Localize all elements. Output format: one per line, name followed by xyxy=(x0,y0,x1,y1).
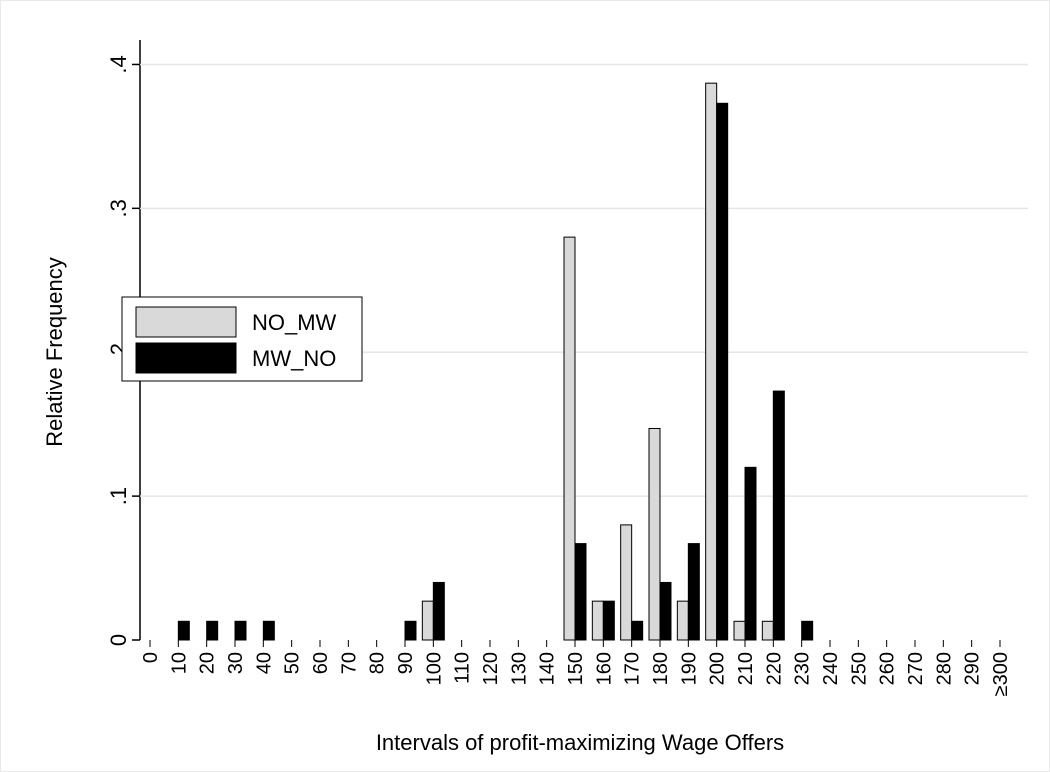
x-tick-label: 180 xyxy=(650,652,672,685)
x-tick-label: 140 xyxy=(537,652,559,685)
bar xyxy=(206,620,219,641)
y-tick-label: 0 xyxy=(106,634,131,646)
bar xyxy=(563,236,576,641)
x-tick-label: 100 xyxy=(423,652,445,685)
x-tick-label: 70 xyxy=(338,652,360,674)
bar xyxy=(744,466,757,641)
x-tick-label: 200 xyxy=(707,652,729,685)
bar xyxy=(421,600,434,641)
x-tick-label: 30 xyxy=(225,652,247,674)
bar xyxy=(432,581,445,641)
x-tick-label: 110 xyxy=(452,652,474,684)
bar xyxy=(648,427,661,641)
bar xyxy=(620,524,633,641)
x-tick-label: 50 xyxy=(282,652,304,674)
bar xyxy=(801,620,814,641)
bar xyxy=(591,600,604,641)
bar xyxy=(177,620,190,641)
x-tick-label: 210 xyxy=(735,652,757,685)
legend-key xyxy=(135,342,237,374)
x-tick-label: 270 xyxy=(905,652,927,685)
y-axis-title: Relative Frequency xyxy=(42,257,67,447)
x-tick-label: 120 xyxy=(480,652,502,685)
bar xyxy=(234,620,247,641)
bar xyxy=(659,581,672,641)
bar xyxy=(716,102,729,641)
bar xyxy=(733,620,746,641)
x-tick-label: 80 xyxy=(367,652,389,674)
x-tick-label: 0 xyxy=(140,652,162,663)
legend-label: NO_MW xyxy=(252,310,337,335)
x-tick-label: ≥300 xyxy=(990,652,1012,696)
legend-key xyxy=(135,306,237,338)
x-tick-label: 40 xyxy=(253,652,275,674)
x-tick-label: 130 xyxy=(508,652,530,685)
y-tick-label: .3 xyxy=(106,199,131,217)
bar xyxy=(404,620,417,641)
x-tick-label: 260 xyxy=(877,652,899,685)
y-tick-label: .4 xyxy=(106,55,131,73)
x-tick-label: 220 xyxy=(763,652,785,685)
x-tick-label: 60 xyxy=(310,652,332,674)
x-tick-label: 190 xyxy=(678,652,700,685)
x-axis-title: Intervals of profit-maximizing Wage Offe… xyxy=(376,730,784,755)
bar xyxy=(687,543,700,641)
x-tick-label: 240 xyxy=(820,652,842,685)
bar xyxy=(772,390,785,641)
bar xyxy=(761,620,774,641)
y-tick-label: .1 xyxy=(106,487,131,505)
x-tick-label: 170 xyxy=(622,652,644,685)
x-tick-label: 250 xyxy=(848,652,870,685)
x-tick-label: 230 xyxy=(792,652,814,685)
x-tick-label: 290 xyxy=(962,652,984,685)
legend: NO_MW MW_NO xyxy=(121,296,363,382)
bar xyxy=(574,543,587,641)
bar xyxy=(262,620,275,641)
bar xyxy=(631,620,644,641)
bar xyxy=(676,600,689,641)
x-tick-label: 280 xyxy=(933,652,955,685)
x-tick-label: 10 xyxy=(168,652,190,674)
x-tick-label: 20 xyxy=(197,652,219,674)
bar xyxy=(705,82,718,641)
x-tick-label: 160 xyxy=(593,652,615,685)
x-tick-label: 150 xyxy=(565,652,587,685)
bar xyxy=(602,600,615,641)
legend-label: MW_NO xyxy=(252,346,336,371)
x-tick-label: 90 xyxy=(395,652,417,674)
